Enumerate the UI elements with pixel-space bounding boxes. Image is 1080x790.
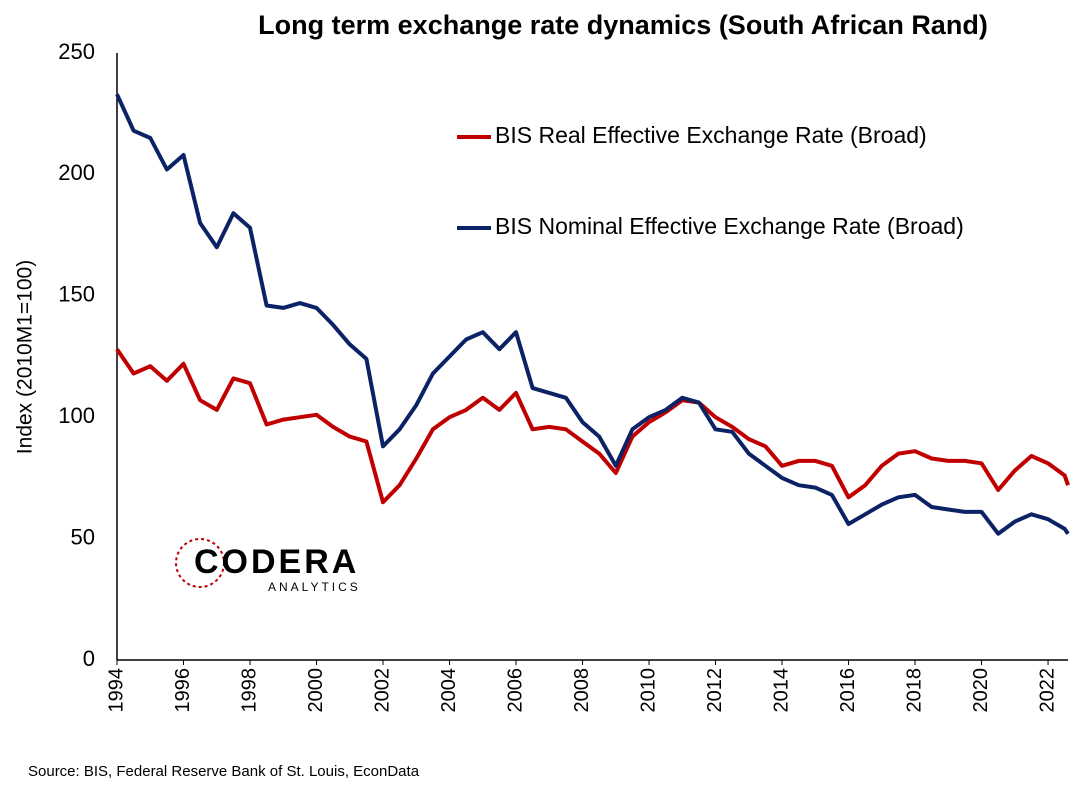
x-tick-label: 2000 [305,668,327,713]
x-tick-label: 2002 [371,668,393,713]
legend-label: BIS Real Effective Exchange Rate (Broad) [495,122,927,148]
y-tick-label: 50 [71,524,95,549]
x-tick-label: 2022 [1036,668,1058,713]
y-tick-label: 100 [58,403,95,428]
y-axis-label: Index (2010M1=100) [14,260,37,454]
x-tick-label: 2018 [903,668,925,713]
x-tick-label: 2014 [770,668,792,713]
series-line [115,93,1070,536]
series-line [115,348,1070,505]
x-tick-label: 1996 [172,668,194,713]
logo-icon [175,538,225,588]
y-tick-label: 200 [58,160,95,185]
x-tick-label: 2020 [970,668,992,713]
x-tick-label: 2012 [704,668,726,713]
chart-title: Long term exchange rate dynamics (South … [258,10,988,40]
x-tick-label: 1998 [238,668,260,713]
x-tick-label: 2008 [571,668,593,713]
x-tick-label: 2006 [504,668,526,713]
y-tick-label: 0 [83,646,95,671]
x-tick-label: 2010 [637,668,659,713]
x-tick-label: 1994 [105,668,127,713]
legend-label: BIS Nominal Effective Exchange Rate (Bro… [495,213,964,239]
logo: CODERA ANALYTICS [175,538,361,594]
x-tick-label: 2016 [837,668,859,713]
source: Source: BIS, Federal Reserve Bank of St.… [28,763,420,780]
y-tick-label: 250 [58,39,95,64]
logo-name: CODERA [194,543,359,581]
y-tick-label: 150 [58,282,95,307]
x-tick-label: 2004 [438,668,460,713]
logo-tagline: ANALYTICS [268,580,361,594]
